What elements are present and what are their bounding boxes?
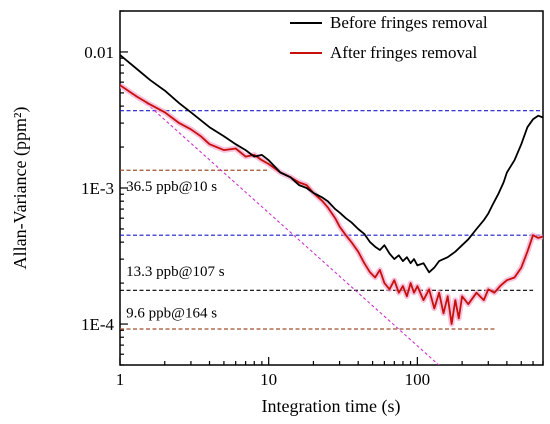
axes: 1 10 100 1E-4 1E-3 0.01 [81, 10, 544, 389]
x-tick-label: 100 [405, 370, 431, 389]
annotations: 36.5 ppb@10 s 13.3 ppb@107 s 9.6 ppb@164 s [126, 179, 225, 321]
y-tick-label: 1E-3 [81, 179, 114, 198]
annotation-label: 13.3 ppb@107 s [126, 264, 225, 280]
reference-slope-line-5 [145, 102, 440, 365]
annotation-label: 9.6 ppb@164 s [126, 305, 217, 321]
series-line-1 [120, 84, 543, 325]
x-tick-label: 1 [116, 370, 125, 389]
annotation-label: 36.5 ppb@10 s [126, 179, 217, 195]
legend-label-1: After fringes removal [330, 43, 478, 62]
legend-label-0: Before fringes removal [330, 13, 488, 32]
series-line-0 [120, 54, 543, 274]
y-tick-label: 0.01 [84, 43, 114, 62]
data-series [120, 54, 543, 327]
y-axis-label: Allan-Variance (ppm²) [10, 107, 31, 270]
y-tick-label: 1E-4 [81, 315, 115, 334]
reference-lines [120, 102, 543, 365]
x-axis-label: Integration time (s) [262, 396, 401, 417]
x-tick-label: 10 [260, 370, 277, 389]
legend: Before fringes removal After fringes remo… [290, 13, 488, 62]
